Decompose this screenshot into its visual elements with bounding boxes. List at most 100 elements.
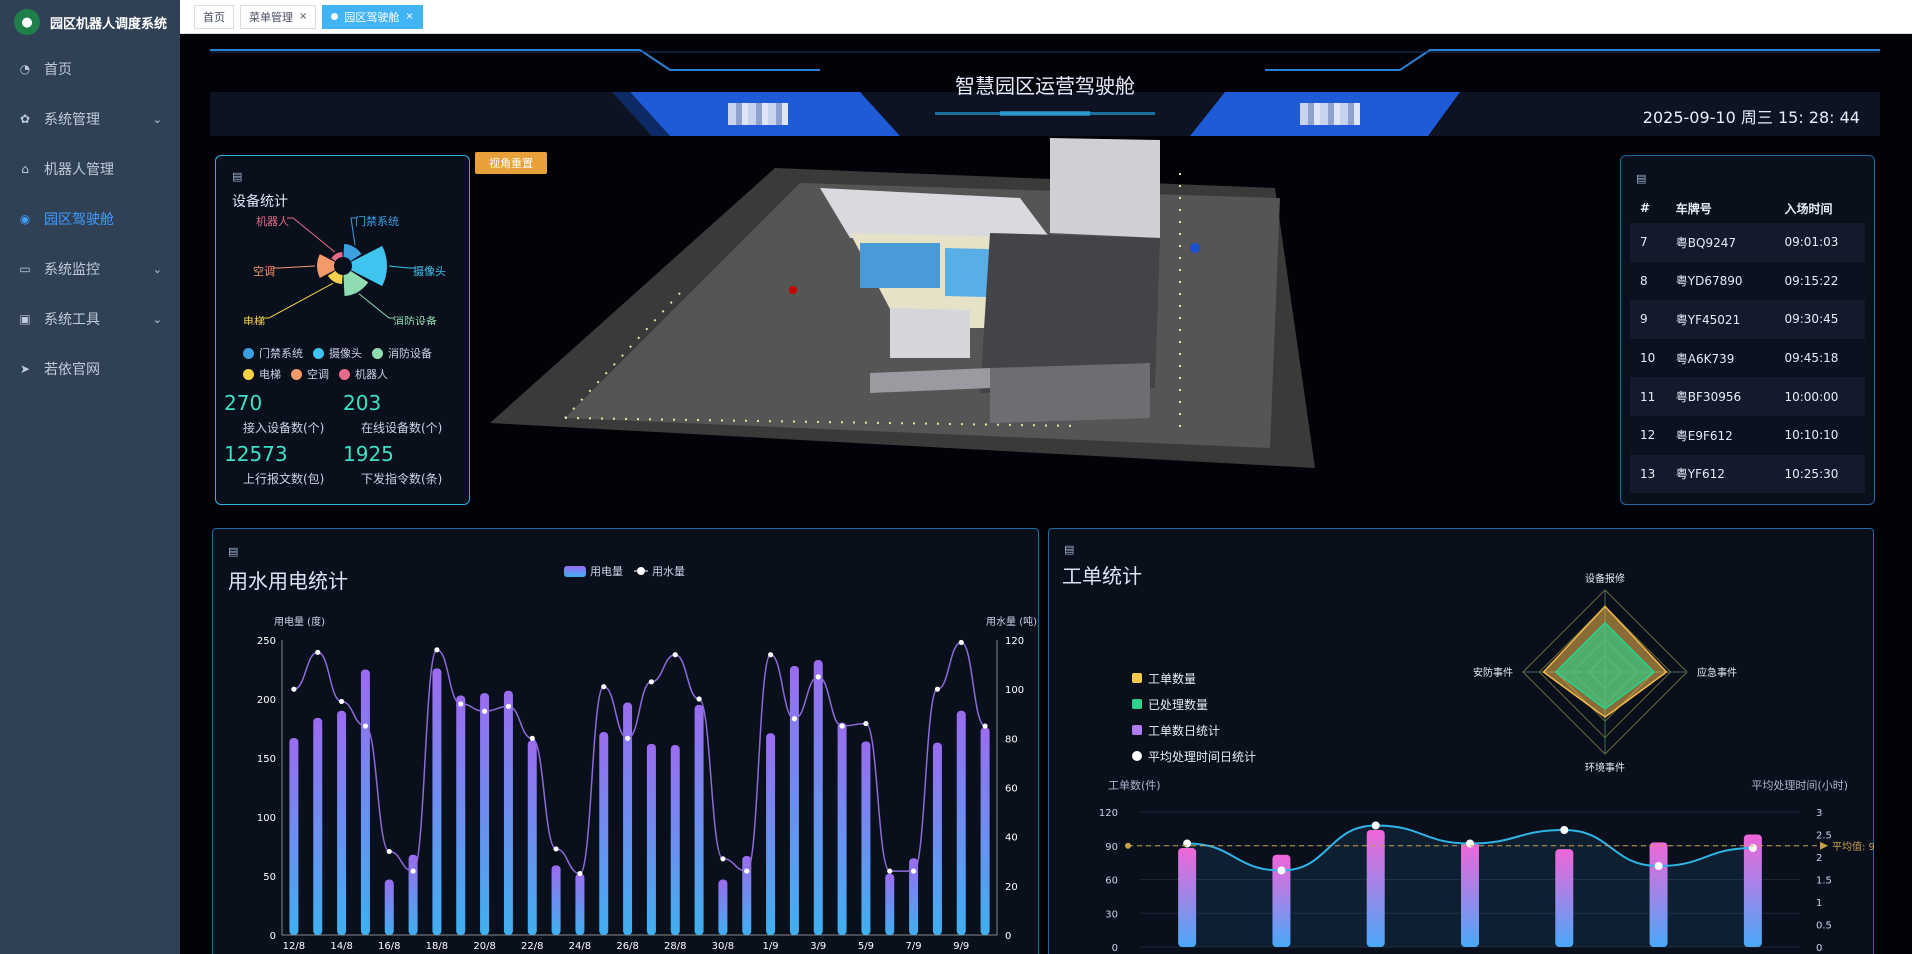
robot-icon: ⌂ xyxy=(21,162,29,176)
table-cell: 11 xyxy=(1630,377,1666,416)
avg-time-point xyxy=(1277,866,1286,875)
legend-label: 机器人 xyxy=(355,368,388,381)
legend-item[interactable]: 工单数日统计 xyxy=(1132,717,1256,743)
chart-icon: ▤ xyxy=(228,545,239,558)
legend-item[interactable]: 工单数量 xyxy=(1132,665,1256,691)
table-cell: 09:01:03 xyxy=(1774,223,1865,262)
park-3d-scene[interactable] xyxy=(490,128,1330,478)
water-point xyxy=(338,698,345,705)
label-line xyxy=(273,265,316,269)
app-name: 园区机器人调度系统 xyxy=(50,16,168,32)
rose-label: 消防设备 xyxy=(393,314,437,325)
legend-item[interactable]: 摄像头 xyxy=(313,345,362,361)
legend-label: 门禁系统 xyxy=(259,347,303,360)
view-reset-button[interactable]: 视角重置 xyxy=(475,152,547,174)
sidebar-item-6[interactable]: ➤ 若依官网 xyxy=(0,344,180,394)
legend-item[interactable]: 空调 xyxy=(291,366,329,382)
chevron-down-icon: ⌄ xyxy=(152,312,162,326)
table-row[interactable]: 7 粤BQ9247 09:01:03 xyxy=(1630,223,1865,262)
chart-icon: ▤ xyxy=(232,170,243,183)
sidebar-item-label: 机器人管理 xyxy=(44,162,114,178)
energy-bar xyxy=(575,873,585,935)
y-tick-label: 60 xyxy=(1105,876,1118,887)
sidebar-item-2[interactable]: ⌂ 机器人管理 xyxy=(0,144,180,194)
table-cell: 10:25:30 xyxy=(1774,454,1865,494)
sidebar-item-0[interactable]: ◔ 首页 xyxy=(0,44,180,94)
sidebar-item-label: 首页 xyxy=(44,62,72,78)
water-point xyxy=(744,868,750,874)
energy-bar xyxy=(932,742,942,935)
energy-bar xyxy=(718,879,728,935)
close-icon[interactable]: × xyxy=(405,11,414,22)
x-tick-label: 18/8 xyxy=(426,941,448,952)
close-icon[interactable]: × xyxy=(299,11,308,22)
legend-swatch xyxy=(243,368,254,380)
table-row[interactable]: 9 粤YF45021 09:30:45 xyxy=(1630,300,1865,339)
chevron-down-icon: ⌄ xyxy=(152,112,162,126)
y-tick-label: 30 xyxy=(1105,909,1118,920)
sidebar-item-label: 系统监控 xyxy=(44,262,100,278)
table-cell: 09:15:22 xyxy=(1774,261,1865,301)
rose-label: 空调 xyxy=(253,264,275,278)
rose-slice xyxy=(343,244,362,262)
kpi-uplink-msgs-label: 上行报文数(包) xyxy=(243,472,325,486)
tab-2[interactable]: 园区驾驶舱 × xyxy=(322,4,423,29)
legend-item[interactable]: 电梯 xyxy=(243,366,281,382)
y-tick-label: 100 xyxy=(257,813,276,824)
send-icon: ➤ xyxy=(19,362,31,376)
pixelated-label-left xyxy=(728,103,788,125)
rose-label: 机器人 xyxy=(256,214,289,228)
table-row[interactable]: 13 粤YF612 10:25:30 xyxy=(1630,454,1865,494)
y-tick-label: 120 xyxy=(1099,808,1118,819)
sidebar-item-4[interactable]: ▭ 系统监控 ⌄ xyxy=(0,244,180,294)
sidebar-item-3[interactable]: ◉ 园区驾驶舱 xyxy=(0,194,180,244)
rose-slice xyxy=(327,270,343,284)
sidebar-item-5[interactable]: ▣ 系统工具 ⌄ xyxy=(0,294,180,344)
water-point xyxy=(315,649,321,655)
water-point xyxy=(648,679,655,685)
table-row[interactable]: 11 粤BF30956 10:00:00 xyxy=(1630,377,1865,416)
device-legend-row-1: 门禁系统 摄像头 消防设备 xyxy=(243,345,432,361)
y2-tick-label: 60 xyxy=(1005,784,1018,795)
avg-time-point xyxy=(1654,862,1663,870)
workorder-bar xyxy=(1649,842,1668,947)
markline-start xyxy=(1125,842,1131,849)
workorder-legend: 工单数量 已处理数量 工单数日统计 平均处理时间日统计 xyxy=(1132,665,1256,769)
label-line xyxy=(358,293,395,319)
rose-slice xyxy=(343,270,369,296)
energy-bar xyxy=(813,660,823,935)
legend-item[interactable]: 机器人 xyxy=(339,366,388,382)
tab-1[interactable]: 菜单管理 × xyxy=(240,4,317,29)
toolbox-icon: ▣ xyxy=(19,312,31,326)
energy-bar xyxy=(337,710,347,935)
table-row[interactable]: 12 粤E9F612 10:10:10 xyxy=(1630,415,1865,455)
y2-tick-label: 20 xyxy=(1005,882,1018,893)
water-point xyxy=(481,708,488,714)
table-row[interactable]: 8 粤YD67890 09:15:22 xyxy=(1630,261,1865,301)
y2-tick-label: 40 xyxy=(1005,833,1018,844)
energy-bar xyxy=(766,733,776,935)
water-point xyxy=(863,720,869,727)
active-dot-icon xyxy=(331,13,339,20)
energy-bar xyxy=(289,737,299,935)
sidebar-item-1[interactable]: ✿ 系统管理 ⌄ xyxy=(0,94,180,144)
legend-item[interactable]: 消防设备 xyxy=(372,345,432,361)
y-tick-label: 0 xyxy=(270,931,276,942)
kpi-online-devices-value: 203 xyxy=(343,391,382,415)
y2-tick-label: 3 xyxy=(1816,808,1822,819)
x-tick-label: 7/9 xyxy=(906,941,922,952)
tab-0[interactable]: 首页 xyxy=(194,4,234,29)
x-tick-label: 5/9 xyxy=(858,941,874,952)
legend-item[interactable]: 已处理数量 xyxy=(1132,691,1256,717)
x-tick-label: 14/8 xyxy=(330,941,352,952)
legend-item[interactable]: 门禁系统 xyxy=(243,345,303,361)
monitor-icon: ▭ xyxy=(19,262,31,276)
y2-tick-label: 0 xyxy=(1816,943,1822,954)
table-cell: 13 xyxy=(1630,454,1666,494)
energy-bar xyxy=(527,740,537,935)
legend-item[interactable]: 平均处理时间日统计 xyxy=(1132,743,1256,769)
y2-tick-label: 0 xyxy=(1005,931,1011,942)
dashboard-icon: ◔ xyxy=(19,62,31,76)
kpi-access-devices-label: 接入设备数(个) xyxy=(243,421,325,435)
table-row[interactable]: 10 粤A6K739 09:45:18 xyxy=(1630,338,1865,378)
